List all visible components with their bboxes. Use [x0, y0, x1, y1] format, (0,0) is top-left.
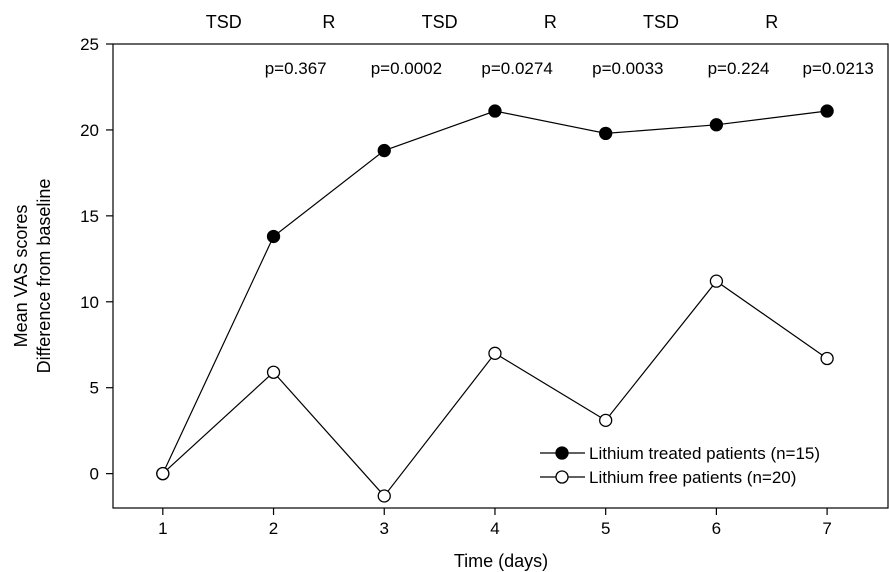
x-tick-label: 4: [490, 519, 499, 538]
x-tick-label: 6: [712, 519, 721, 538]
phase-label: TSD: [643, 12, 679, 32]
y-tick-label: 10: [80, 293, 99, 312]
treated-point: [599, 126, 613, 141]
legend-marker: [555, 470, 569, 484]
p-value-label: p=0.367: [265, 59, 327, 78]
free-point: [820, 351, 834, 366]
legend-marker: [555, 446, 569, 460]
legend-label: Lithium treated patients (n=15): [589, 444, 820, 463]
x-axis: 1 2 3 4 5 6 7: [158, 508, 832, 538]
y-axis-title-line-1: Mean VAS scores: [11, 205, 31, 348]
treated-point: [266, 229, 281, 244]
p-value-label: p=0.0274: [481, 59, 552, 78]
legend: Lithium treated patients (n=15) Lithium f…: [540, 444, 820, 487]
y-axis-title-line-2: Difference from baseline: [34, 179, 54, 374]
x-axis-title: Time (days): [454, 551, 548, 571]
treated-point: [709, 118, 724, 132]
phase-label: R: [322, 12, 335, 32]
treated-point: [820, 104, 834, 118]
treated-point: [377, 143, 391, 158]
free-point: [709, 274, 724, 288]
series-line-2: [162, 280, 828, 497]
p-value-label: p=0.0002: [371, 59, 442, 78]
free-point: [377, 489, 391, 503]
legend-label: Lithium free patients (n=20): [589, 468, 796, 487]
free-point: [599, 413, 613, 428]
p-value-label: p=0.224: [708, 59, 770, 78]
x-tick-label: 2: [269, 519, 278, 538]
series-line-1: [162, 110, 828, 474]
free-point: [156, 466, 170, 481]
free-point: [266, 365, 281, 379]
p-value-label: p=0.0213: [802, 59, 873, 78]
phase-label: R: [765, 12, 778, 32]
plot-frame: [112, 43, 889, 509]
y-tick-label: 0: [90, 465, 99, 484]
x-tick-label: 1: [158, 519, 167, 538]
phase-label: R: [544, 12, 557, 32]
phase-label: TSD: [422, 12, 458, 32]
x-tick-label: 7: [822, 519, 831, 538]
y-tick-label: 15: [80, 207, 99, 226]
phase-label: TSD: [206, 12, 242, 32]
free-point: [488, 346, 502, 360]
top-annotations: TSD R TSD R TSD Rp=0.367 p=0.0002 p=0.0274 p=0.0…: [206, 12, 874, 78]
treated-point: [488, 104, 502, 118]
y-tick-label: 20: [80, 121, 99, 140]
y-axis: 0 5 10 15 20 25: [80, 35, 113, 484]
p-value-label: p=0.0033: [592, 59, 663, 78]
series-layer: [156, 104, 834, 503]
y-tick-label: 25: [80, 35, 99, 54]
x-tick-label: 3: [380, 519, 389, 538]
x-tick-label: 5: [601, 519, 610, 538]
y-tick-label: 5: [90, 379, 99, 398]
